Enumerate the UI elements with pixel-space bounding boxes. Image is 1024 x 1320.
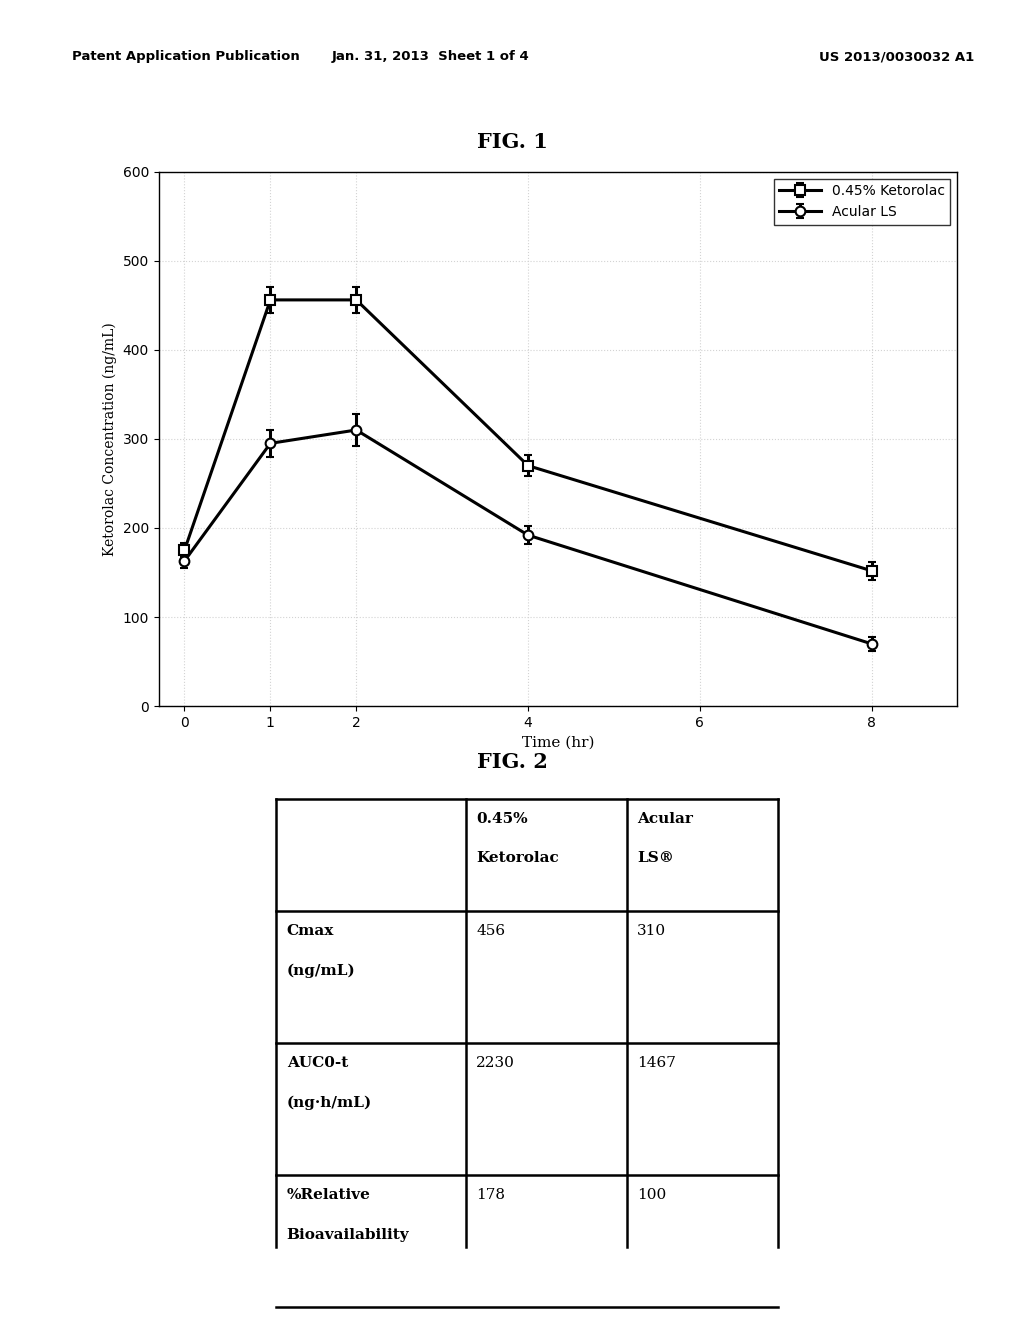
Text: FIG. 2: FIG. 2: [476, 752, 548, 772]
Legend: 0.45% Ketorolac, Acular LS: 0.45% Ketorolac, Acular LS: [773, 178, 950, 224]
Text: %Relative: %Relative: [287, 1188, 371, 1203]
Text: (ng·h/mL): (ng·h/mL): [287, 1096, 372, 1110]
X-axis label: Time (hr): Time (hr): [522, 735, 594, 750]
Text: Ketorolac: Ketorolac: [476, 851, 559, 866]
Text: Bioavailability: Bioavailability: [287, 1228, 410, 1242]
Text: 178: 178: [476, 1188, 505, 1203]
Y-axis label: Ketorolac Concentration (ng/mL): Ketorolac Concentration (ng/mL): [102, 322, 117, 556]
Text: Cmax: Cmax: [287, 924, 334, 939]
Text: 0.45%: 0.45%: [476, 812, 527, 826]
Text: 1467: 1467: [637, 1056, 676, 1071]
Text: 2230: 2230: [476, 1056, 515, 1071]
Text: US 2013/0030032 A1: US 2013/0030032 A1: [819, 50, 975, 63]
Text: (ng/mL): (ng/mL): [287, 964, 355, 978]
Text: 100: 100: [637, 1188, 667, 1203]
Text: LS®: LS®: [637, 851, 674, 866]
Text: Jan. 31, 2013  Sheet 1 of 4: Jan. 31, 2013 Sheet 1 of 4: [331, 50, 529, 63]
Text: AUC0-t: AUC0-t: [287, 1056, 348, 1071]
Text: Acular: Acular: [637, 812, 693, 826]
Text: 310: 310: [637, 924, 666, 939]
Text: FIG. 1: FIG. 1: [476, 132, 548, 152]
Text: 456: 456: [476, 924, 505, 939]
Text: Patent Application Publication: Patent Application Publication: [72, 50, 299, 63]
